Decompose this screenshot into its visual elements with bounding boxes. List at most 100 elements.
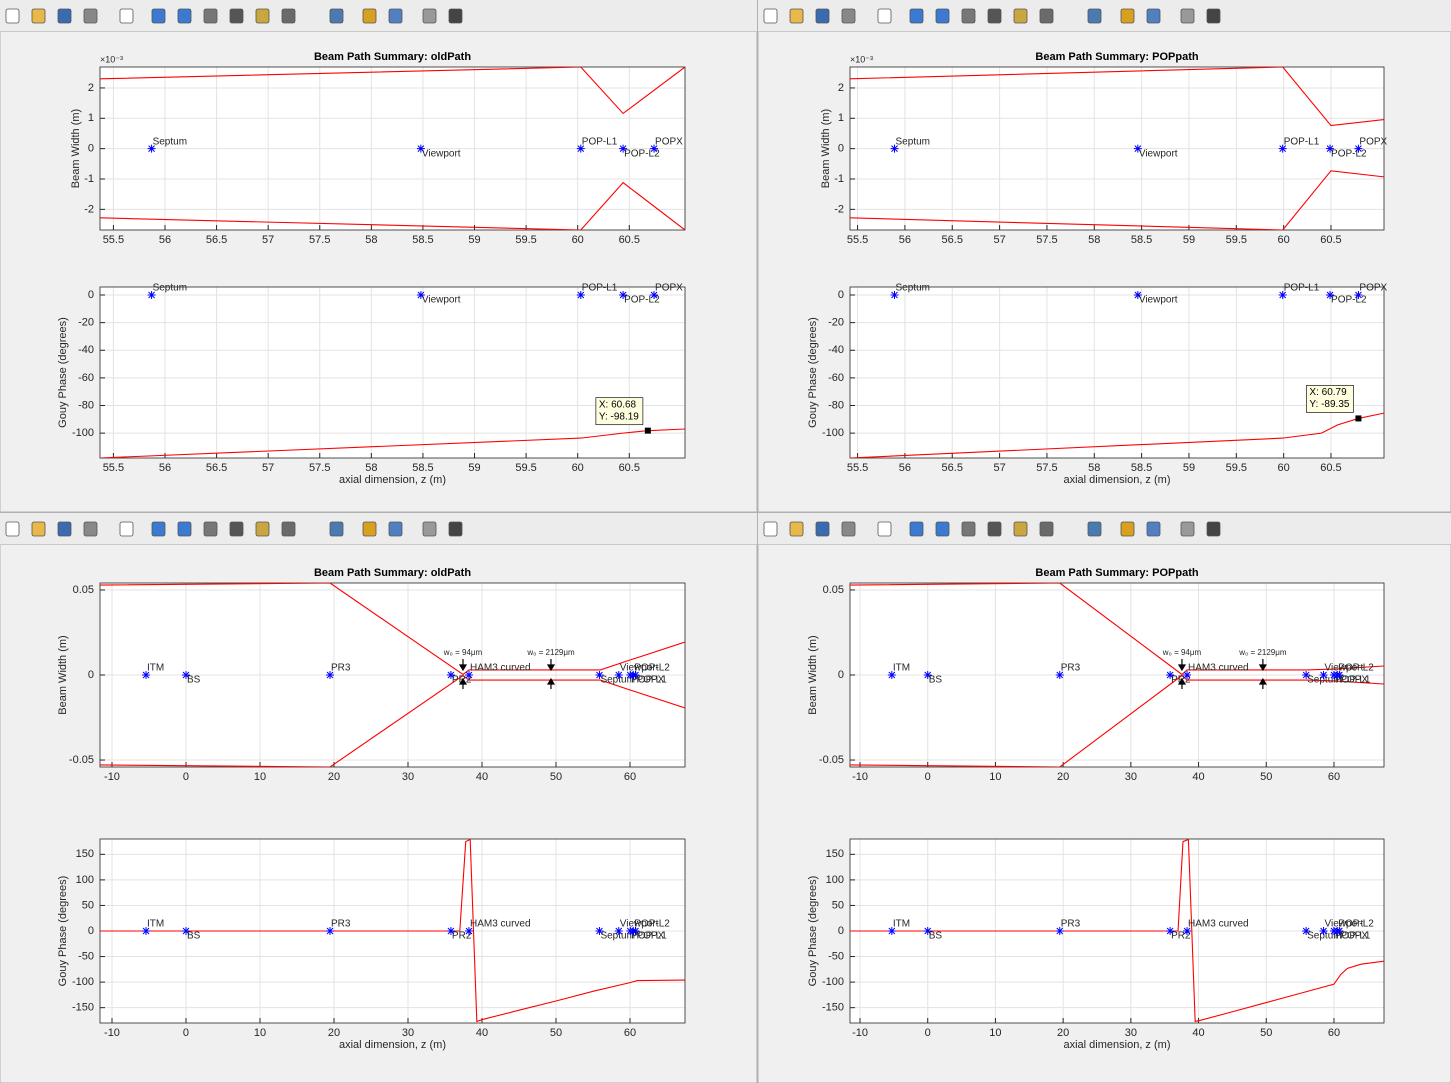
toolbar-button[interactable] (255, 8, 270, 24)
x-tick-label: 50 (1260, 1027, 1272, 1039)
toolbar-button[interactable] (57, 521, 72, 537)
toolbar-button[interactable] (1087, 521, 1102, 537)
toolbar-button[interactable] (83, 8, 98, 24)
toolbar-button[interactable] (151, 8, 166, 24)
y-axis-label: Gouy Phase (degrees) (807, 876, 819, 987)
toolbar-button[interactable] (57, 8, 72, 24)
toolbar-button[interactable] (281, 8, 296, 24)
toolbar-button[interactable] (877, 8, 892, 24)
toolbar-button[interactable] (422, 8, 437, 24)
toolbar-button[interactable] (935, 8, 950, 24)
y-tick-label: -100 (72, 976, 94, 988)
toolbar-button[interactable] (329, 8, 344, 24)
toolbar-button[interactable] (1039, 8, 1054, 24)
element-label: BS (187, 675, 201, 686)
toolbar-button[interactable] (5, 8, 20, 24)
element-marker (446, 671, 455, 679)
element-label: POP-L2 (1331, 148, 1367, 159)
element-marker (1326, 291, 1335, 300)
x-tick-label: 56 (159, 462, 171, 474)
axes-area (100, 287, 685, 458)
toolbar-button[interactable] (255, 521, 270, 537)
toolbar-button[interactable] (961, 521, 976, 537)
toolbar-button[interactable] (877, 521, 892, 537)
chart-title: Beam Path Summary: oldPath (314, 567, 471, 579)
y-axis-label: Gouy Phase (degrees) (57, 317, 69, 428)
toolbar-button[interactable] (448, 8, 463, 24)
toolbar-button[interactable] (151, 521, 166, 537)
toolbar-button[interactable] (987, 521, 1002, 537)
toolbar-button[interactable] (841, 8, 856, 24)
toolbar-button[interactable] (909, 8, 924, 24)
toolbar-button[interactable] (1013, 8, 1028, 24)
toolbar-button[interactable] (31, 8, 46, 24)
toolbar-button[interactable] (448, 521, 463, 537)
toolbar-button[interactable] (362, 8, 377, 24)
waist-label: w₀ = 94μm (1162, 648, 1202, 657)
toolbar-button[interactable] (1206, 521, 1221, 537)
datatip-box (1306, 385, 1354, 413)
element-marker (1183, 671, 1192, 679)
toolbar-button[interactable] (229, 8, 244, 24)
toolbar-button[interactable] (119, 521, 134, 537)
element-marker (619, 291, 628, 300)
toolbar-button[interactable] (935, 521, 950, 537)
y-tick-label: 150 (76, 848, 94, 860)
element-marker (890, 291, 899, 300)
toolbar-button[interactable] (763, 521, 778, 537)
toolbar-button[interactable] (1146, 8, 1161, 24)
toolbar-button[interactable] (789, 8, 804, 24)
x-tick-label: 59.5 (1226, 462, 1247, 474)
axes-frame (849, 66, 1385, 231)
y-tick-label: -2 (84, 203, 94, 215)
toolbar-button[interactable] (83, 521, 98, 537)
toolbar-button[interactable] (1087, 8, 1102, 24)
toolbar-button[interactable] (1120, 8, 1135, 24)
element-label: Septum (153, 136, 187, 147)
toolbar-button[interactable] (203, 8, 218, 24)
toolbar-button[interactable] (422, 521, 437, 537)
toolbar-button[interactable] (987, 8, 1002, 24)
x-tick-label: 60 (624, 771, 636, 783)
toolbar-button[interactable] (329, 521, 344, 537)
toolbar-button[interactable] (1180, 8, 1195, 24)
toolbar-button[interactable] (229, 521, 244, 537)
toolbar-button[interactable] (1120, 521, 1135, 537)
x-tick-label: 57 (262, 462, 274, 474)
toolbar-button[interactable] (789, 521, 804, 537)
toolbar-button[interactable] (1206, 8, 1221, 24)
toolbar-button[interactable] (119, 8, 134, 24)
toolbar-button[interactable] (1146, 521, 1161, 537)
toolbar-button[interactable] (5, 521, 20, 537)
element-label: POPX (636, 675, 664, 686)
toolbar-button[interactable] (1039, 521, 1054, 537)
element-label: PR3 (1061, 919, 1081, 930)
toolbar-button[interactable] (177, 521, 192, 537)
toolbar-button[interactable] (909, 521, 924, 537)
toolbar-button[interactable] (961, 8, 976, 24)
waist-label: w₀ = 94μm (443, 648, 483, 657)
x-tick-label: 55.5 (103, 234, 124, 246)
toolbar-button[interactable] (763, 8, 778, 24)
x-tick-label: 57.5 (1036, 462, 1057, 474)
toolbar-button[interactable] (203, 521, 218, 537)
toolbar-button[interactable] (815, 8, 830, 24)
element-marker (446, 927, 455, 935)
toolbar-button[interactable] (815, 521, 830, 537)
x-tick-label: 30 (402, 771, 414, 783)
toolbar-button[interactable] (1180, 521, 1195, 537)
toolbar-button[interactable] (1013, 521, 1028, 537)
toolbar-button[interactable] (388, 8, 403, 24)
y-tick-label: 1 (88, 112, 94, 124)
toolbar-button[interactable] (388, 521, 403, 537)
toolbar-button[interactable] (841, 521, 856, 537)
y-tick-label: 0 (838, 925, 844, 937)
element-label: POP-L2 (1338, 919, 1374, 930)
x-tick-label: 10 (254, 1027, 266, 1039)
element-marker (1133, 291, 1142, 300)
x-tick-label: 10 (989, 771, 1001, 783)
toolbar-button[interactable] (281, 521, 296, 537)
toolbar-button[interactable] (31, 521, 46, 537)
toolbar-button[interactable] (177, 8, 192, 24)
toolbar-button[interactable] (362, 521, 377, 537)
